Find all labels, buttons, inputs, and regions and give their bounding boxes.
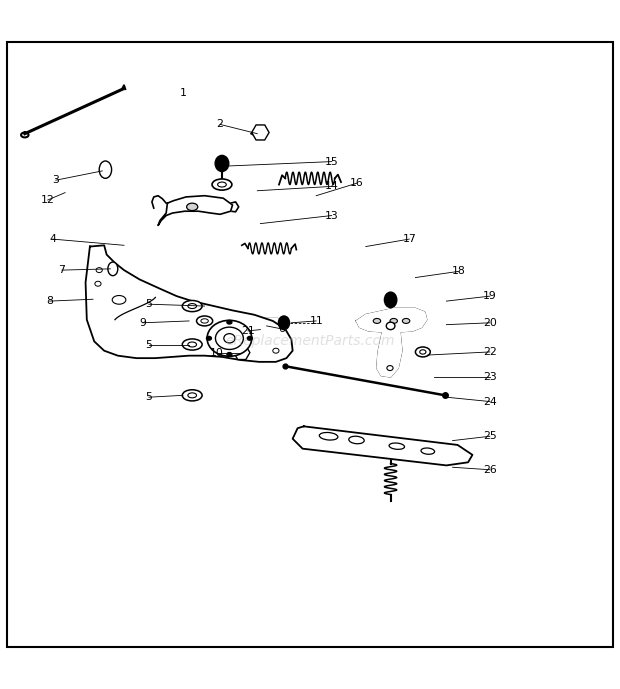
Ellipse shape — [182, 339, 202, 350]
Polygon shape — [100, 289, 141, 311]
Ellipse shape — [218, 182, 226, 187]
Ellipse shape — [373, 318, 381, 323]
Polygon shape — [158, 196, 232, 225]
Ellipse shape — [273, 348, 279, 353]
Ellipse shape — [95, 281, 101, 286]
Ellipse shape — [207, 320, 252, 356]
Ellipse shape — [384, 292, 397, 307]
Ellipse shape — [215, 156, 229, 172]
Ellipse shape — [247, 336, 252, 340]
Text: eReplacementParts.com: eReplacementParts.com — [225, 334, 395, 349]
Text: 11: 11 — [309, 316, 323, 326]
Text: 18: 18 — [452, 267, 466, 276]
Text: 9: 9 — [139, 318, 146, 328]
Text: 5: 5 — [145, 392, 153, 402]
Ellipse shape — [390, 318, 397, 323]
Ellipse shape — [108, 262, 118, 276]
Ellipse shape — [187, 203, 198, 211]
Ellipse shape — [197, 316, 213, 326]
Ellipse shape — [224, 333, 235, 343]
Ellipse shape — [99, 161, 112, 178]
Ellipse shape — [206, 336, 211, 340]
Ellipse shape — [349, 436, 364, 444]
Ellipse shape — [278, 316, 290, 329]
Text: 6: 6 — [278, 324, 286, 334]
Ellipse shape — [182, 300, 202, 311]
Ellipse shape — [389, 443, 404, 449]
Ellipse shape — [201, 319, 208, 323]
Ellipse shape — [420, 350, 426, 354]
Text: 4: 4 — [49, 234, 56, 244]
Polygon shape — [293, 426, 472, 465]
Text: 1: 1 — [179, 88, 187, 99]
Polygon shape — [86, 245, 293, 362]
Text: 25: 25 — [483, 431, 497, 441]
Text: 5: 5 — [145, 340, 153, 349]
Ellipse shape — [319, 433, 338, 440]
Ellipse shape — [96, 267, 102, 273]
Text: 5: 5 — [145, 299, 153, 309]
Text: 23: 23 — [483, 372, 497, 382]
Text: 15: 15 — [325, 156, 339, 167]
Polygon shape — [253, 318, 284, 335]
Ellipse shape — [188, 304, 197, 309]
Polygon shape — [377, 327, 402, 377]
Ellipse shape — [386, 322, 395, 329]
Text: 12: 12 — [41, 195, 55, 205]
Text: 22: 22 — [483, 347, 497, 357]
Text: 8: 8 — [46, 296, 53, 306]
Ellipse shape — [227, 353, 232, 356]
Text: 17: 17 — [402, 234, 416, 244]
Text: 14: 14 — [325, 181, 339, 192]
Text: 7: 7 — [58, 265, 66, 275]
Ellipse shape — [182, 390, 202, 401]
Ellipse shape — [112, 296, 126, 305]
Ellipse shape — [402, 318, 410, 323]
Text: 16: 16 — [350, 178, 363, 188]
Ellipse shape — [188, 393, 197, 398]
Ellipse shape — [188, 342, 197, 347]
Ellipse shape — [387, 366, 393, 371]
Ellipse shape — [227, 320, 232, 324]
Text: 3: 3 — [52, 175, 60, 185]
Text: 24: 24 — [483, 397, 497, 407]
Text: 2: 2 — [216, 119, 224, 130]
Text: 26: 26 — [483, 465, 497, 475]
Text: 19: 19 — [483, 291, 497, 301]
Ellipse shape — [415, 347, 430, 357]
Polygon shape — [356, 309, 427, 332]
Text: 21: 21 — [241, 326, 255, 336]
Ellipse shape — [212, 179, 232, 190]
Ellipse shape — [421, 448, 435, 454]
Text: 20: 20 — [483, 318, 497, 328]
Text: 10: 10 — [210, 347, 224, 358]
Ellipse shape — [216, 327, 243, 349]
Text: 13: 13 — [325, 211, 339, 220]
